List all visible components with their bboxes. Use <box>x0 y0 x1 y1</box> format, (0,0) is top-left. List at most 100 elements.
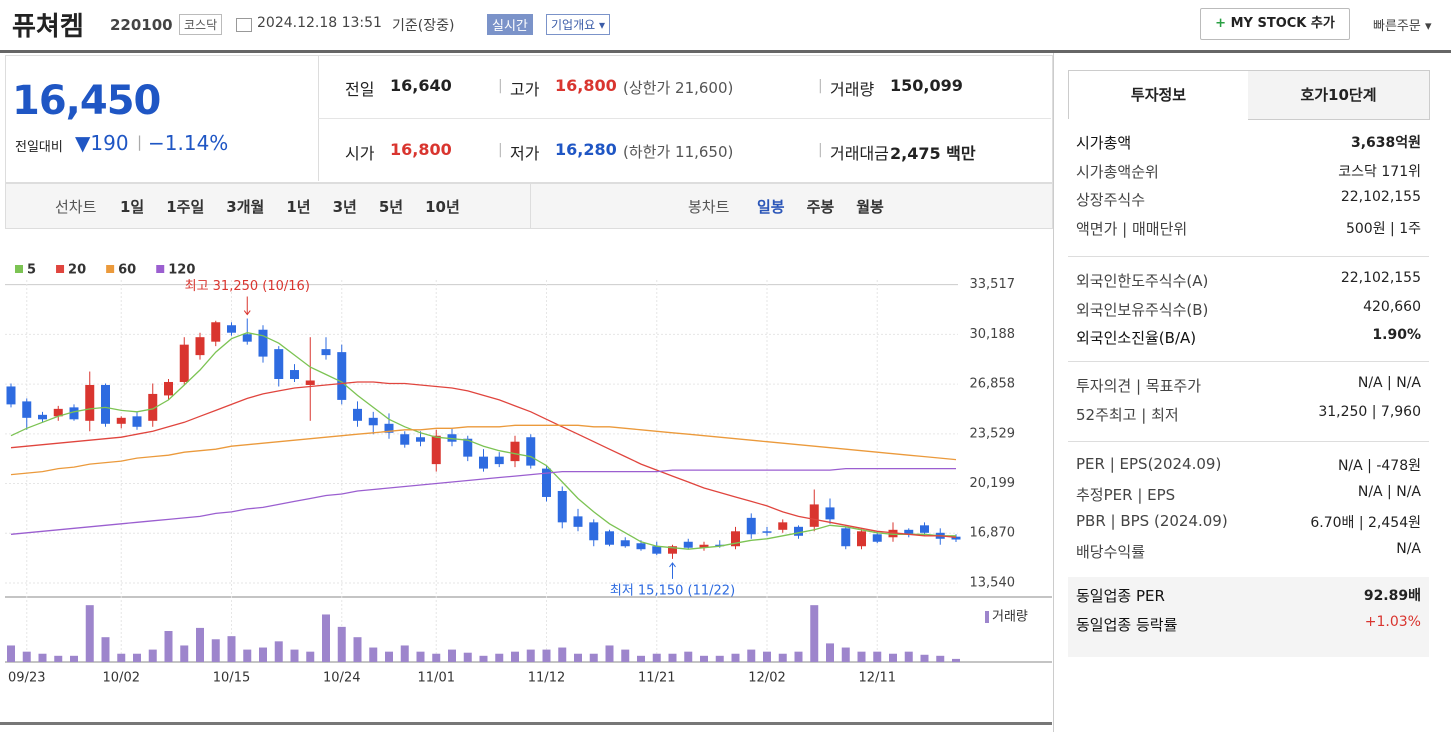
volume-bar <box>511 651 519 662</box>
ma-line <box>10 467 956 535</box>
candle-body <box>479 456 488 469</box>
volume-bar <box>22 651 31 662</box>
volume-bar <box>85 605 94 662</box>
x-tick-label: 11/21 <box>638 671 675 686</box>
legend-label: 60 <box>118 263 136 278</box>
period-tab[interactable]: 10년 <box>425 198 460 216</box>
quick-text: 빠른주문 <box>1373 19 1421 34</box>
stock-code: 220100 <box>110 16 173 34</box>
quote-value: 2,475 백만 <box>890 144 976 163</box>
ma-line <box>10 332 956 550</box>
tab-bar <box>5 183 1053 229</box>
price-box <box>5 55 1053 183</box>
volume-bar <box>337 626 346 662</box>
volume-bar <box>180 645 189 662</box>
legend-swatch <box>15 265 23 273</box>
quick-order[interactable]: 빠른주문 ▾ <box>1373 19 1432 34</box>
volume-bar <box>637 655 645 662</box>
volume-bar <box>322 614 330 662</box>
bottom-rule <box>0 722 1052 725</box>
info-value: N/A | N/A <box>1357 375 1421 391</box>
volume-bar <box>164 631 173 662</box>
candle-body <box>510 441 520 462</box>
volume-bar <box>763 651 771 662</box>
candle-body <box>857 531 866 547</box>
legend-label: 5 <box>27 263 36 278</box>
info-value: 3,638억원 <box>1350 135 1421 151</box>
period-tab[interactable]: 5년 <box>378 198 404 216</box>
change-sep: | <box>137 133 143 151</box>
mystock-button[interactable]: + MY STOCK 추가 <box>1200 8 1350 40</box>
period-tab[interactable]: 3개월 <box>226 198 265 216</box>
x-tick-label: 09/23 <box>8 671 45 686</box>
legend-swatch <box>106 265 115 273</box>
x-tick-label: 10/15 <box>213 671 250 686</box>
info-value: 1.90% <box>1372 327 1421 343</box>
info-label: PBR | BPS (2024.09) <box>1076 512 1228 530</box>
header-rule <box>0 50 1451 53</box>
quote-sep: | <box>498 78 503 94</box>
volume-bar <box>7 645 15 662</box>
candle-body <box>683 541 693 548</box>
quote-extra: (하한가 11,650) <box>623 143 734 161</box>
candle-body <box>400 434 410 445</box>
candle-body <box>920 525 929 533</box>
candle-tab[interactable]: 일봉 <box>757 198 785 216</box>
quote-label: 시가 <box>345 144 375 163</box>
y-tick-label: 16,870 <box>970 526 1016 541</box>
quote-label: 전일 <box>345 80 375 99</box>
panel-tab[interactable]: 투자정보 <box>1068 70 1249 119</box>
volume-label: 거래량 <box>992 610 1028 625</box>
candle-body <box>573 516 583 527</box>
candle-body <box>258 329 268 357</box>
candle-tab[interactable]: 주봉 <box>806 198 835 216</box>
quote-value: 150,099 <box>890 76 963 95</box>
quote-sep: | <box>498 142 503 158</box>
candle-body <box>6 386 16 405</box>
candle-body <box>337 352 347 400</box>
change-value: 190 <box>90 131 129 155</box>
candle-body <box>305 380 315 385</box>
candle-body <box>368 417 378 426</box>
panel-tab[interactable]: 호가10단계 <box>1248 70 1430 120</box>
realtime[interactable]: 실시간 <box>487 14 533 35</box>
info-label: PER | EPS(2024.09) <box>1076 455 1222 473</box>
volume-bar <box>857 651 866 662</box>
candle-body <box>274 349 284 379</box>
volume-bar <box>290 649 299 662</box>
panel-divider <box>1053 53 1054 732</box>
volume-bar <box>101 637 110 662</box>
period-tab[interactable]: 3년 <box>332 198 357 216</box>
volume-bar <box>463 652 472 662</box>
info-value: 6.70배 | 2,454원 <box>1310 515 1421 531</box>
volume-bar <box>873 651 882 662</box>
tab-title: 봉차트 <box>688 198 730 216</box>
volume-bar <box>416 651 425 662</box>
period-tab[interactable]: 1주일 <box>166 198 205 216</box>
info-label: 추정PER | EPS <box>1076 485 1176 504</box>
low-arrow <box>669 562 676 579</box>
volume-bar <box>652 653 661 662</box>
candle-body <box>526 437 536 466</box>
candle-body <box>668 546 677 554</box>
stock-name: 퓨쳐켐 <box>12 12 84 42</box>
volume-bar <box>148 649 157 662</box>
quote-label: 거래량 <box>830 80 875 99</box>
volume-bar <box>117 653 126 662</box>
candle-body <box>227 325 236 333</box>
company-info[interactable]: 기업개요 ▾ <box>546 14 611 35</box>
info-value: 420,660 <box>1363 298 1421 315</box>
y-tick-label: 13,540 <box>970 575 1016 590</box>
volume-bar <box>211 639 220 662</box>
info-label: 외국인보유주식수(B) <box>1076 300 1209 319</box>
quote-value: 16,800 <box>555 76 617 95</box>
period-tab[interactable]: 1일 <box>120 198 145 216</box>
period-tab[interactable]: 1년 <box>286 198 311 216</box>
y-tick-label: 30,188 <box>970 327 1016 342</box>
candle-body <box>825 507 835 520</box>
volume-bar <box>700 655 708 662</box>
quote-label: 고가 <box>510 80 540 99</box>
candle-body <box>132 416 142 427</box>
volume-bar <box>826 643 834 662</box>
candle-tab[interactable]: 월봉 <box>856 198 884 216</box>
